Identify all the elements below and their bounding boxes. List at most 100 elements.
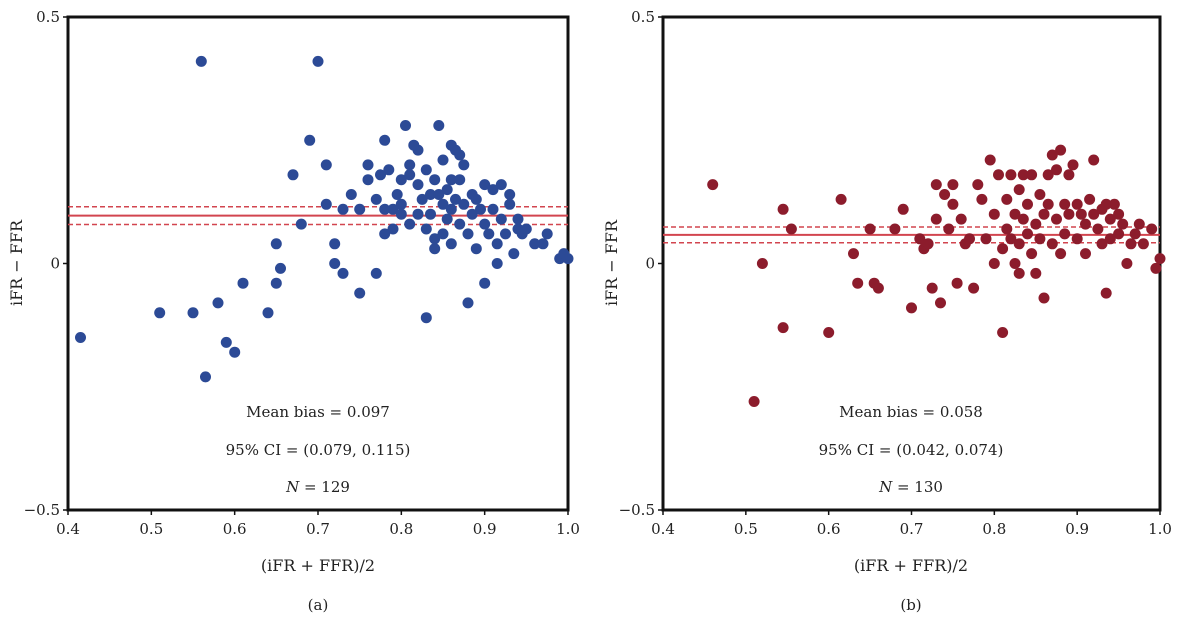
data-point (1030, 218, 1042, 230)
data-point (470, 243, 482, 255)
data-point (450, 193, 461, 205)
data-point (1009, 258, 1021, 269)
x-tick-label: 0.6 (817, 520, 841, 538)
data-point (445, 238, 457, 250)
data-point (379, 228, 391, 240)
data-point (748, 396, 760, 407)
data-point (487, 203, 499, 215)
data-point (445, 203, 457, 215)
points-a (75, 55, 574, 383)
data-point (329, 258, 341, 269)
data-point (229, 346, 241, 358)
data-point (947, 179, 959, 191)
data-point (943, 223, 955, 235)
x-tick-label: 0.9 (473, 520, 497, 538)
data-point (433, 120, 445, 131)
data-point (1084, 193, 1096, 205)
data-point (454, 149, 466, 161)
data-point (304, 134, 316, 146)
data-point (914, 233, 926, 245)
data-point (337, 203, 349, 215)
x-tick-label: 0.6 (223, 520, 247, 538)
data-point (1113, 228, 1125, 240)
data-point (1046, 238, 1058, 250)
data-point (1146, 223, 1158, 235)
data-point (187, 307, 199, 319)
x-axis-label-b: (iFR + FFR)/2 (854, 556, 968, 575)
y-axis-label-a: iFR − FFR (7, 219, 26, 306)
data-point (541, 228, 553, 240)
data-point (707, 179, 719, 191)
y-axis-label-b: iFR − FFR (602, 219, 621, 306)
data-point (1059, 198, 1071, 210)
y-tick-label: 0.5 (631, 8, 655, 26)
data-point (470, 193, 482, 205)
data-point (479, 218, 491, 230)
data-point (1034, 233, 1046, 245)
data-point (345, 189, 357, 200)
data-point (1042, 198, 1054, 210)
data-point (466, 208, 478, 220)
data-point (1038, 292, 1050, 304)
data-point (500, 228, 511, 240)
data-point (1100, 287, 1112, 299)
data-point (416, 193, 428, 205)
y-tick-label: −0.5 (619, 501, 655, 519)
data-point (420, 312, 432, 324)
data-point (287, 169, 299, 181)
data-point (479, 277, 491, 289)
data-point (972, 179, 984, 191)
n-symbol-b: N (878, 478, 893, 496)
data-point (872, 282, 884, 294)
data-point (1051, 164, 1062, 176)
data-point (1009, 208, 1021, 220)
data-point (562, 253, 574, 265)
data-point (491, 258, 503, 269)
data-point (445, 174, 457, 186)
data-point (370, 267, 382, 279)
data-point (375, 169, 386, 181)
data-point (1117, 218, 1129, 230)
data-point (1080, 218, 1091, 230)
data-point (939, 189, 951, 200)
data-point (968, 282, 980, 294)
data-point (462, 228, 474, 240)
data-point (864, 223, 876, 235)
data-point (75, 332, 86, 343)
data-point (777, 203, 789, 215)
panel-b: 0.4 0.5 0.6 0.7 0.8 0.9 1.0 −0.5 0 0.5 (iFR + FFR… (602, 8, 1172, 614)
data-point (537, 238, 549, 250)
data-point (1017, 169, 1029, 181)
data-point (454, 174, 466, 186)
data-point (1100, 198, 1112, 210)
data-point (441, 184, 453, 196)
data-point (926, 282, 938, 294)
data-point (437, 228, 449, 240)
data-point (922, 238, 934, 250)
data-point (997, 243, 1009, 255)
data-point (454, 218, 466, 230)
data-point (487, 184, 499, 196)
x-tick-label: 0.7 (306, 520, 330, 538)
axis-ticks-b: 0.4 0.5 0.6 0.7 0.8 0.9 1.0 −0.5 0 0.5 (619, 8, 1172, 538)
points-b (707, 144, 1166, 407)
data-point (835, 193, 847, 205)
data-point (1001, 223, 1013, 235)
data-point (980, 233, 992, 245)
data-point (475, 203, 486, 215)
data-point (404, 218, 416, 230)
data-point (1154, 253, 1166, 265)
data-point (395, 198, 407, 210)
data-point (262, 307, 274, 319)
y-tick-label: 0 (50, 255, 60, 273)
data-point (491, 238, 503, 250)
data-point (354, 287, 366, 299)
data-point (400, 120, 411, 131)
data-point (437, 198, 449, 210)
data-point (420, 223, 432, 235)
data-point (1104, 233, 1116, 245)
data-point (362, 174, 374, 186)
data-point (848, 248, 859, 260)
data-point (1129, 228, 1141, 240)
